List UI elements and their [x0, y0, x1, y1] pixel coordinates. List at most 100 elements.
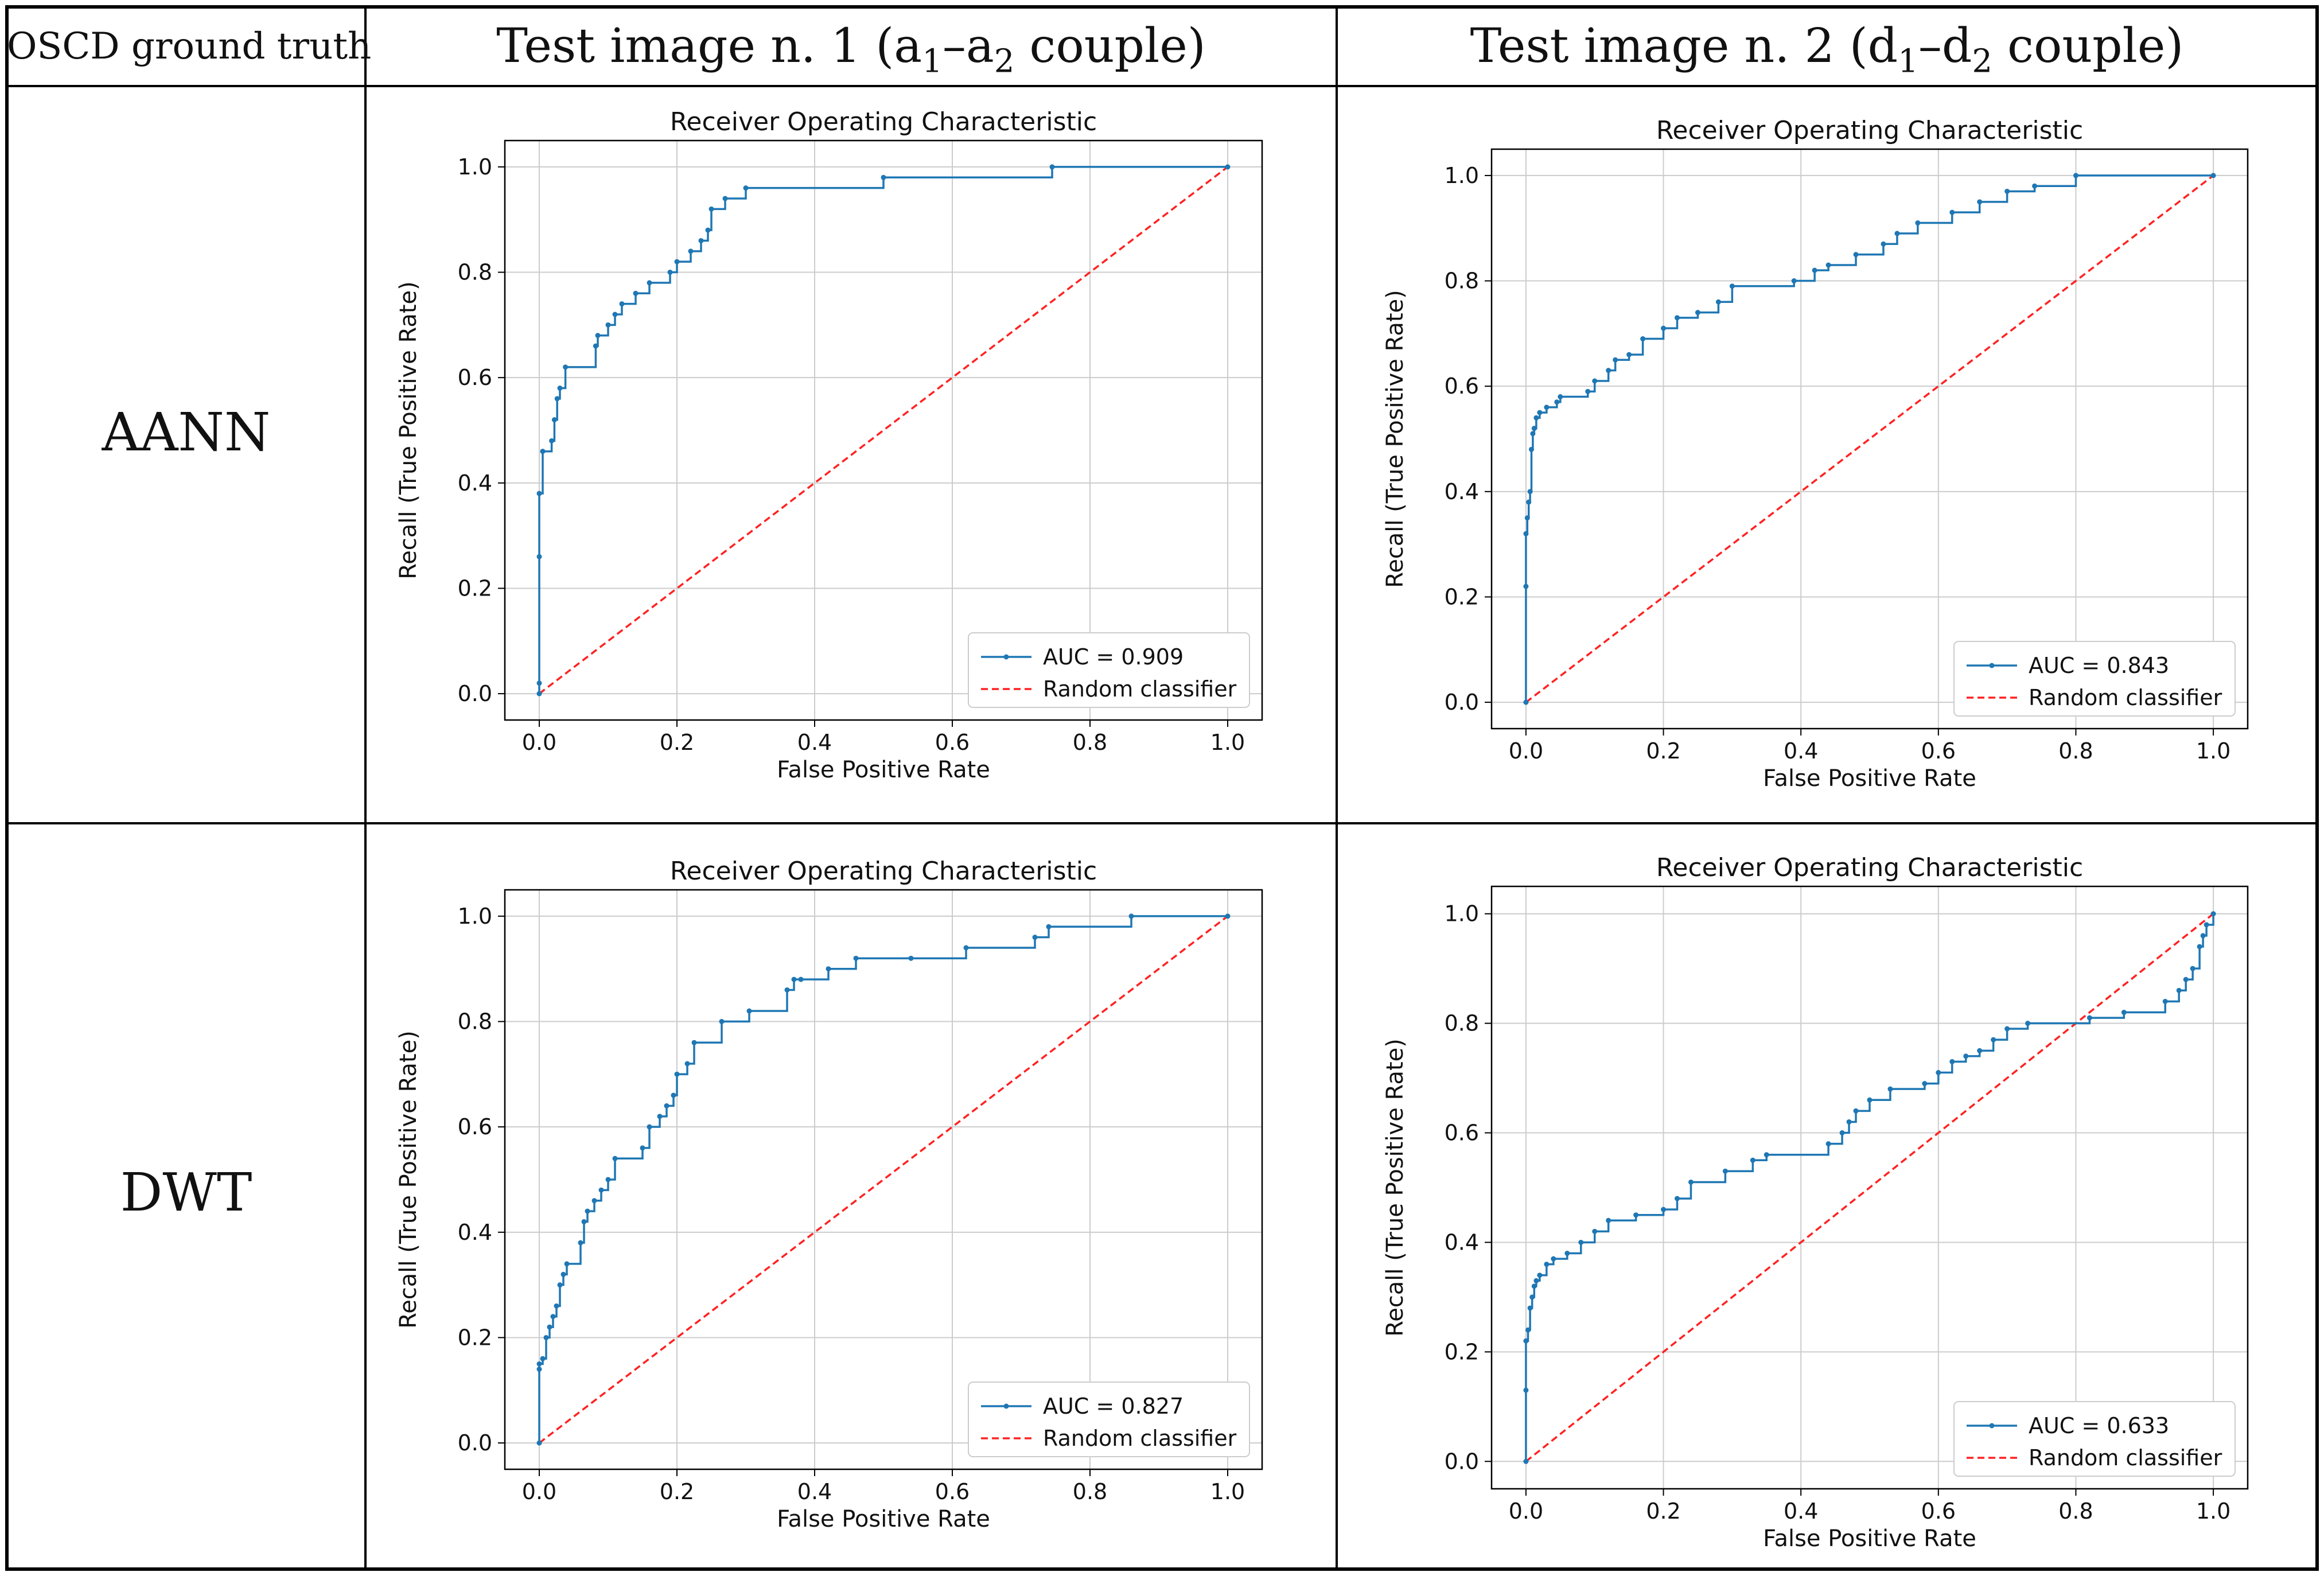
roc-curve-line: [1525, 174, 2214, 703]
roc-point: [605, 322, 611, 328]
legend-random-label: Random classifier: [1043, 676, 1237, 702]
y-tick-label: 0.8: [458, 1009, 492, 1034]
roc-point: [1613, 357, 1618, 363]
roc-point: [1633, 1212, 1639, 1218]
roc-point: [719, 1019, 725, 1025]
roc-point: [593, 343, 598, 349]
y-tick-label: 0.8: [1445, 1011, 1479, 1036]
roc-point: [1922, 1081, 1928, 1087]
roc-point: [1812, 267, 1817, 273]
y-tick-label: 1.0: [458, 154, 492, 180]
legend-box: [1953, 1401, 2236, 1477]
table-outer-border: [5, 5, 2319, 1571]
x-tick-label: 0.8: [2058, 1499, 2093, 1524]
roc-point: [563, 364, 569, 370]
roc-point: [1825, 262, 1831, 268]
legend-auc-label: AUC = 0.633: [2029, 1413, 2169, 1438]
roc-point: [1764, 1152, 1769, 1158]
header-test1-dash: –a: [942, 19, 994, 73]
y-axis-label: Recall (True Positive Rate): [395, 1030, 422, 1329]
roc-point: [1523, 699, 1529, 705]
roc-point: [1661, 325, 1667, 331]
x-tick-label: 0.4: [797, 1479, 832, 1504]
roc-point: [1853, 1108, 1859, 1114]
legend-roc-marker: [1003, 1403, 1009, 1409]
x-axis-label: False Positive Rate: [1763, 765, 1976, 792]
roc-point: [536, 1440, 542, 1446]
legend-random-label: Random classifier: [2029, 1445, 2222, 1470]
roc-point: [633, 290, 639, 296]
x-tick-label: 0.8: [1073, 730, 1107, 755]
x-axis-label: False Positive Rate: [777, 757, 990, 783]
roc-point: [612, 1155, 618, 1161]
roc-point: [2032, 183, 2038, 189]
roc-point: [1046, 924, 1052, 929]
y-tick-label: 0.0: [458, 681, 492, 706]
roc-point: [1523, 1338, 1529, 1344]
plot-frame: [1490, 885, 2249, 1490]
roc-point: [1881, 241, 1886, 247]
roc-point: [1523, 1458, 1529, 1464]
roc-point: [1715, 299, 1721, 305]
roc-point: [1846, 1119, 1852, 1124]
roc-point: [963, 945, 969, 951]
roc-point: [674, 259, 680, 264]
y-tick-label: 1.0: [458, 904, 492, 929]
roc-point: [581, 1219, 587, 1224]
roc-point: [791, 976, 797, 982]
random-classifier-line: [1525, 174, 2214, 703]
roc-point: [1527, 1305, 1533, 1311]
random-classifier-line: [538, 915, 1229, 1444]
roc-point: [547, 1324, 552, 1330]
roc-point: [551, 417, 557, 423]
roc-point: [722, 196, 728, 201]
roc-point: [2004, 188, 2010, 194]
roc-point: [2197, 944, 2202, 950]
x-tick-label: 1.0: [1210, 730, 1245, 755]
x-tick-label: 0.0: [522, 730, 556, 755]
roc-point: [647, 1124, 652, 1130]
x-tick-label: 0.4: [797, 730, 832, 755]
legend-roc-marker: [1989, 1423, 1995, 1429]
roc-point: [591, 1198, 597, 1204]
y-tick-label: 0.0: [458, 1430, 492, 1456]
roc-point: [1585, 388, 1591, 394]
roc-point: [2183, 976, 2189, 982]
roc-point: [564, 1261, 570, 1267]
roc-point: [1533, 1278, 1539, 1283]
roc-point: [1544, 1262, 1550, 1267]
roc-point: [1049, 164, 1055, 170]
roc-point: [1626, 352, 1632, 357]
legend-roc-marker: [1989, 663, 1995, 668]
roc-point: [1839, 1130, 1845, 1136]
roc-point: [1527, 489, 1533, 495]
roc-point: [1544, 404, 1550, 410]
legend-roc-marker: [1003, 654, 1009, 660]
roc-point: [1558, 394, 1563, 400]
roc-point: [550, 1314, 556, 1320]
roc-point: [1537, 410, 1543, 415]
y-tick-label: 0.8: [1445, 268, 1479, 294]
roc-point: [688, 248, 694, 254]
roc-point: [1592, 1228, 1598, 1234]
y-tick-label: 0.4: [1445, 479, 1479, 504]
roc-point: [1606, 1217, 1611, 1223]
y-tick-label: 1.0: [1445, 163, 1479, 188]
header-test1-prefix: Test image n. 1 (a: [496, 19, 922, 73]
roc-point: [709, 206, 714, 212]
roc-point: [2086, 1015, 2092, 1021]
legend-box: [968, 1382, 1250, 1457]
roc-point: [1688, 1179, 1694, 1185]
roc-point: [2210, 173, 2216, 178]
roc-point: [1661, 1207, 1667, 1212]
y-tick-label: 0.6: [1445, 1120, 1479, 1146]
roc-point: [2176, 987, 2182, 993]
roc-point: [595, 333, 601, 338]
roc-point: [691, 1040, 697, 1045]
random-classifier-line: [1525, 913, 2214, 1462]
x-tick-label: 0.4: [1784, 1499, 1818, 1524]
roc-point: [536, 1367, 542, 1372]
roc-point: [705, 227, 711, 233]
roc-point: [1529, 1294, 1535, 1300]
